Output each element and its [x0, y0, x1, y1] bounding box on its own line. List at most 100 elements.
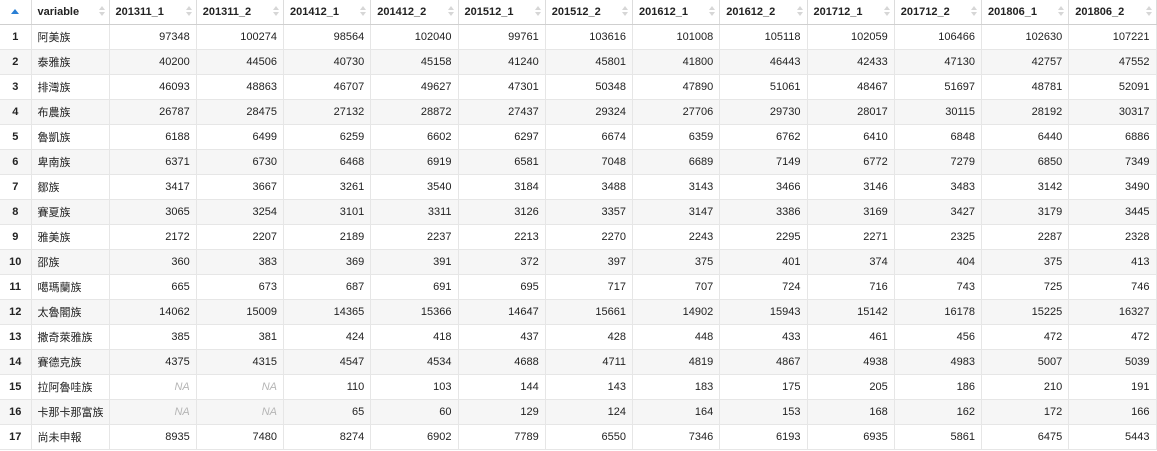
value-cell: 7048: [545, 149, 634, 175]
sort-toggle-icon[interactable]: [1145, 6, 1152, 18]
sort-toggle-icon[interactable]: [1058, 6, 1065, 18]
variable-cell: 賽德克族: [31, 349, 110, 375]
value-cell: 7279: [894, 149, 983, 175]
sort-toggle-icon[interactable]: [796, 6, 803, 18]
value-cell: 106466: [894, 24, 983, 50]
column-header-label: 201806_1: [988, 5, 1037, 18]
table-row: 8 賽夏族 3065 3254 3101 3311 3126 3357 3147 3386 3169…: [0, 199, 1157, 225]
column-header-201512_1[interactable]: 201512_1: [458, 0, 546, 25]
value-cell: 60: [370, 399, 459, 425]
value-cell: 2207: [196, 224, 285, 250]
value-cell: 2172: [109, 224, 197, 250]
value-cell: 6886: [1068, 124, 1157, 150]
value-cell: 16327: [1068, 299, 1157, 325]
value-cell: 28475: [196, 99, 285, 125]
column-header-201806_1[interactable]: 201806_1: [981, 0, 1070, 25]
table-row: 12 太魯閣族 14062 15009 14365 15366 14647 15661 1490…: [0, 299, 1157, 325]
value-cell: 3540: [370, 174, 459, 200]
variable-cell: 雅美族: [31, 224, 110, 250]
value-cell: 41240: [458, 49, 546, 75]
column-header-variable[interactable]: variable: [31, 0, 110, 25]
column-header-201412_2[interactable]: 201412_2: [370, 0, 459, 25]
value-cell: 6359: [632, 124, 721, 150]
value-cell: 8935: [109, 424, 197, 450]
value-cell: 3169: [807, 199, 895, 225]
column-header-201712_1[interactable]: 201712_1: [807, 0, 895, 25]
column-header-label: 201712_1: [813, 5, 863, 18]
value-cell: 3357: [545, 199, 634, 225]
column-header-label: 201806_2: [1075, 5, 1125, 18]
value-cell: 28872: [370, 99, 459, 125]
value-cell: 105118: [719, 24, 808, 50]
sort-toggle-icon[interactable]: [273, 6, 279, 18]
value-cell: 6674: [545, 124, 634, 150]
value-cell: 29324: [545, 99, 634, 125]
sort-toggle-icon[interactable]: [709, 6, 716, 18]
sort-toggle-icon[interactable]: [98, 6, 105, 18]
row-index: 9: [0, 224, 32, 250]
value-cell: 172: [981, 399, 1070, 425]
value-cell: 30115: [894, 99, 983, 125]
value-cell: 724: [719, 274, 808, 300]
value-cell: 6772: [807, 149, 895, 175]
value-cell: 41800: [632, 49, 721, 75]
sort-ascending-icon[interactable]: [11, 9, 19, 14]
variable-cell: 撒奇萊雅族: [31, 324, 110, 350]
column-header-201311_1[interactable]: 201311_1: [109, 0, 197, 25]
column-header-label: 201612_1: [639, 5, 688, 18]
value-cell: 6188: [109, 124, 197, 150]
value-cell: 3126: [458, 199, 546, 225]
row-index: 1: [0, 24, 32, 50]
column-header-201806_2[interactable]: 201806_2: [1068, 0, 1157, 25]
column-header-201612_2[interactable]: 201612_2: [719, 0, 808, 25]
value-cell: 186: [894, 374, 983, 400]
column-header-201311_2[interactable]: 201311_2: [196, 0, 285, 25]
sort-toggle-icon[interactable]: [447, 6, 454, 18]
value-cell: 4375: [109, 349, 197, 375]
value-cell: 6762: [719, 124, 808, 150]
value-cell: 691: [370, 274, 459, 300]
value-cell: 47890: [632, 74, 721, 100]
column-header-201412_1[interactable]: 201412_1: [283, 0, 372, 25]
row-index-header[interactable]: [0, 0, 32, 25]
column-header-201712_2[interactable]: 201712_2: [894, 0, 983, 25]
value-cell: 110: [283, 374, 372, 400]
value-cell: 48781: [981, 74, 1070, 100]
column-header-label: 201512_2: [551, 5, 601, 18]
sort-toggle-icon[interactable]: [534, 6, 541, 18]
table-row: 9 雅美族 2172 2207 2189 2237 2213 2270 2243 2295 2271…: [0, 224, 1157, 250]
sort-toggle-icon[interactable]: [883, 6, 890, 18]
value-cell: 97348: [109, 24, 197, 50]
sort-toggle-icon[interactable]: [360, 6, 367, 18]
value-cell: 433: [719, 324, 808, 350]
value-cell: 99761: [458, 24, 546, 50]
value-cell: 3184: [458, 174, 546, 200]
column-header-201612_1[interactable]: 201612_1: [632, 0, 721, 25]
value-cell: 14365: [283, 299, 372, 325]
value-cell: 665: [109, 274, 197, 300]
value-cell: 4711: [545, 349, 634, 375]
value-cell: 4547: [283, 349, 372, 375]
row-index: 2: [0, 49, 32, 75]
column-header-201512_2[interactable]: 201512_2: [545, 0, 634, 25]
sort-toggle-icon[interactable]: [971, 6, 977, 18]
na-cell: NA: [109, 374, 197, 400]
row-index: 12: [0, 299, 32, 325]
value-cell: 7346: [632, 424, 721, 450]
value-cell: 46093: [109, 74, 197, 100]
column-header-label: 201412_2: [377, 5, 427, 18]
value-cell: 100274: [196, 24, 285, 50]
value-cell: 3146: [807, 174, 895, 200]
value-cell: 2213: [458, 224, 546, 250]
table-row: 7 鄒族 3417 3667 3261 3540 3184 3488 3143 3466 3146 3…: [0, 174, 1157, 200]
value-cell: 2271: [807, 224, 895, 250]
value-cell: 5443: [1068, 424, 1157, 450]
sort-toggle-icon[interactable]: [185, 6, 192, 18]
value-cell: 15009: [196, 299, 285, 325]
value-cell: 49627: [370, 74, 459, 100]
value-cell: 153: [719, 399, 808, 425]
sort-toggle-icon[interactable]: [622, 6, 628, 18]
value-cell: 4534: [370, 349, 459, 375]
value-cell: 401: [719, 249, 808, 275]
value-cell: 391: [370, 249, 459, 275]
